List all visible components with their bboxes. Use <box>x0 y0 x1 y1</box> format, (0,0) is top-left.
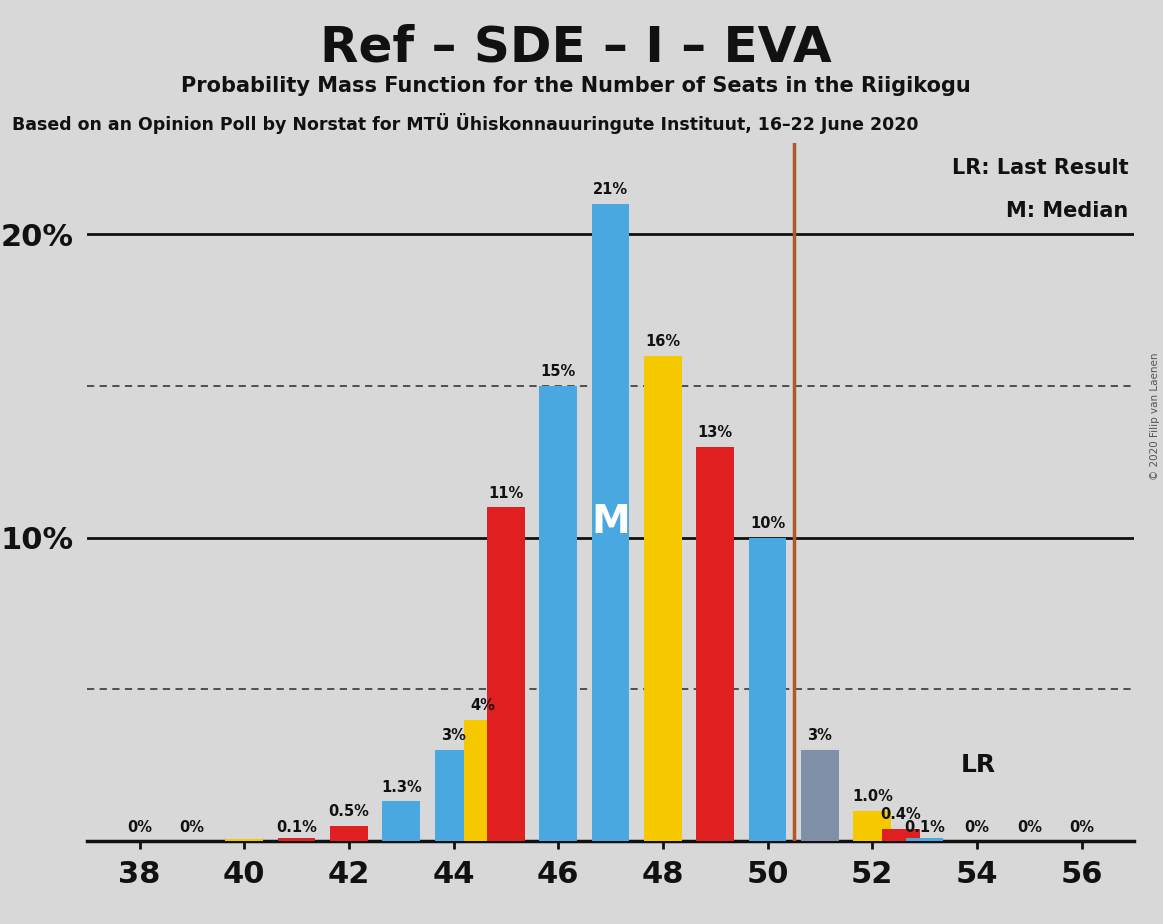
Text: 0.5%: 0.5% <box>328 804 370 819</box>
Text: 1.3%: 1.3% <box>380 780 422 795</box>
Text: 21%: 21% <box>593 182 628 197</box>
Text: 0%: 0% <box>964 821 990 835</box>
Bar <box>226 839 263 841</box>
Text: M: Median: M: Median <box>1006 201 1129 221</box>
Bar <box>383 801 420 841</box>
Text: 0.1%: 0.1% <box>904 821 946 835</box>
Bar <box>854 810 891 841</box>
Text: 0%: 0% <box>1016 821 1042 835</box>
Bar <box>906 838 943 841</box>
Text: Ref – SDE – I – EVA: Ref – SDE – I – EVA <box>320 23 832 71</box>
Text: 0%: 0% <box>127 821 152 835</box>
Bar <box>749 538 786 841</box>
Text: 13%: 13% <box>698 425 733 440</box>
Bar <box>435 750 472 841</box>
Text: 11%: 11% <box>488 485 523 501</box>
Text: 4%: 4% <box>470 698 494 712</box>
Text: M: M <box>591 504 630 541</box>
Text: 1.0%: 1.0% <box>851 789 893 804</box>
Text: 0%: 0% <box>179 821 205 835</box>
Bar <box>330 826 368 841</box>
Bar <box>487 507 525 841</box>
Bar <box>540 386 577 841</box>
Bar <box>697 446 734 841</box>
Text: Probability Mass Function for the Number of Seats in the Riigikogu: Probability Mass Function for the Number… <box>180 76 971 96</box>
Text: LR: Last Result: LR: Last Result <box>952 158 1129 178</box>
Bar <box>883 829 920 841</box>
Text: LR: LR <box>962 753 997 777</box>
Bar <box>592 204 629 841</box>
Bar <box>278 838 315 841</box>
Text: 0.4%: 0.4% <box>880 807 921 822</box>
Text: 0%: 0% <box>1069 821 1094 835</box>
Text: 0.1%: 0.1% <box>276 821 317 835</box>
Text: 15%: 15% <box>541 364 576 379</box>
Text: 3%: 3% <box>807 728 833 743</box>
Text: 16%: 16% <box>645 334 680 349</box>
Bar <box>644 356 682 841</box>
Bar <box>801 750 839 841</box>
Text: 10%: 10% <box>750 516 785 531</box>
Text: 3%: 3% <box>441 728 466 743</box>
Text: Based on an Opinion Poll by Norstat for MTÜ Ühiskonnauuringute Instituut, 16–22 : Based on an Opinion Poll by Norstat for … <box>12 113 918 134</box>
Text: © 2020 Filip van Laenen: © 2020 Filip van Laenen <box>1149 352 1160 480</box>
Bar <box>464 720 501 841</box>
